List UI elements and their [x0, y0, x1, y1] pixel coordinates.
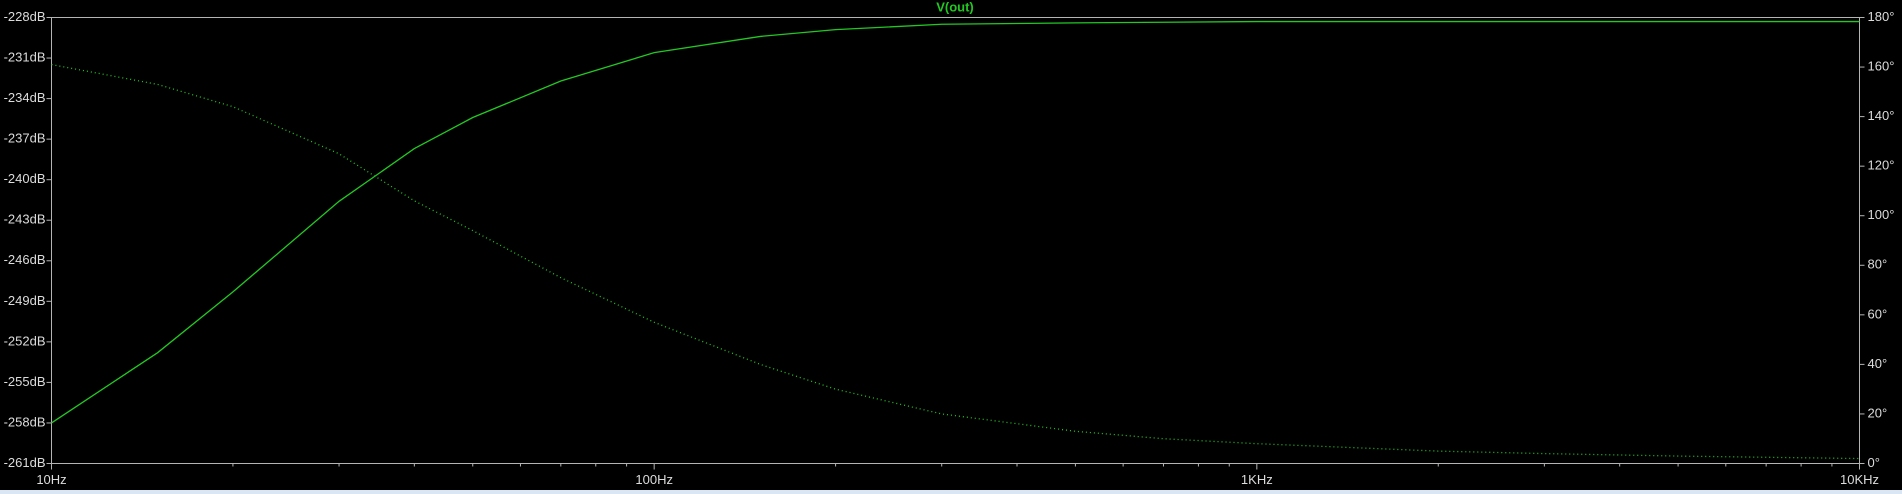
y2-tick-label: 0°: [1868, 455, 1880, 470]
window-border: [0, 490, 1902, 494]
x-tick-label: 10KHz: [1840, 472, 1879, 487]
y2-tick-label: 40°: [1868, 356, 1888, 371]
y-tick-label: -249dB: [4, 293, 46, 308]
y-tick-label: -261dB: [4, 455, 46, 470]
x-tick-label: 100Hz: [635, 472, 673, 487]
y2-tick-label: 120°: [1868, 158, 1895, 173]
y-tick-label: -228dB: [4, 9, 46, 24]
y-tick-label: -246dB: [4, 252, 46, 267]
y-tick-label: -234dB: [4, 90, 46, 105]
y2-tick-label: 20°: [1868, 405, 1888, 420]
y2-tick-label: 80°: [1868, 257, 1888, 272]
plot-frame: [51, 17, 1860, 464]
y-tick-label: -240dB: [4, 171, 46, 186]
y-tick-label: -237dB: [4, 131, 46, 146]
y2-tick-label: 100°: [1868, 207, 1895, 222]
y2-tick-label: 140°: [1868, 108, 1895, 123]
y-tick-label: -231dB: [4, 49, 46, 64]
series-line: [51, 20, 1860, 424]
y-tick-label: -243dB: [4, 212, 46, 227]
x-tick-label: 1KHz: [1241, 472, 1273, 487]
chart-title: V(out): [936, 0, 974, 14]
y-tick-label: -258dB: [4, 414, 46, 429]
y-tick-label: -255dB: [4, 374, 46, 389]
y2-tick-label: 160°: [1868, 58, 1895, 73]
x-tick-label: 10Hz: [36, 472, 66, 487]
y-tick-label: -252dB: [4, 333, 46, 348]
y2-tick-label: 180°: [1868, 9, 1895, 24]
y2-tick-label: 60°: [1868, 306, 1888, 321]
